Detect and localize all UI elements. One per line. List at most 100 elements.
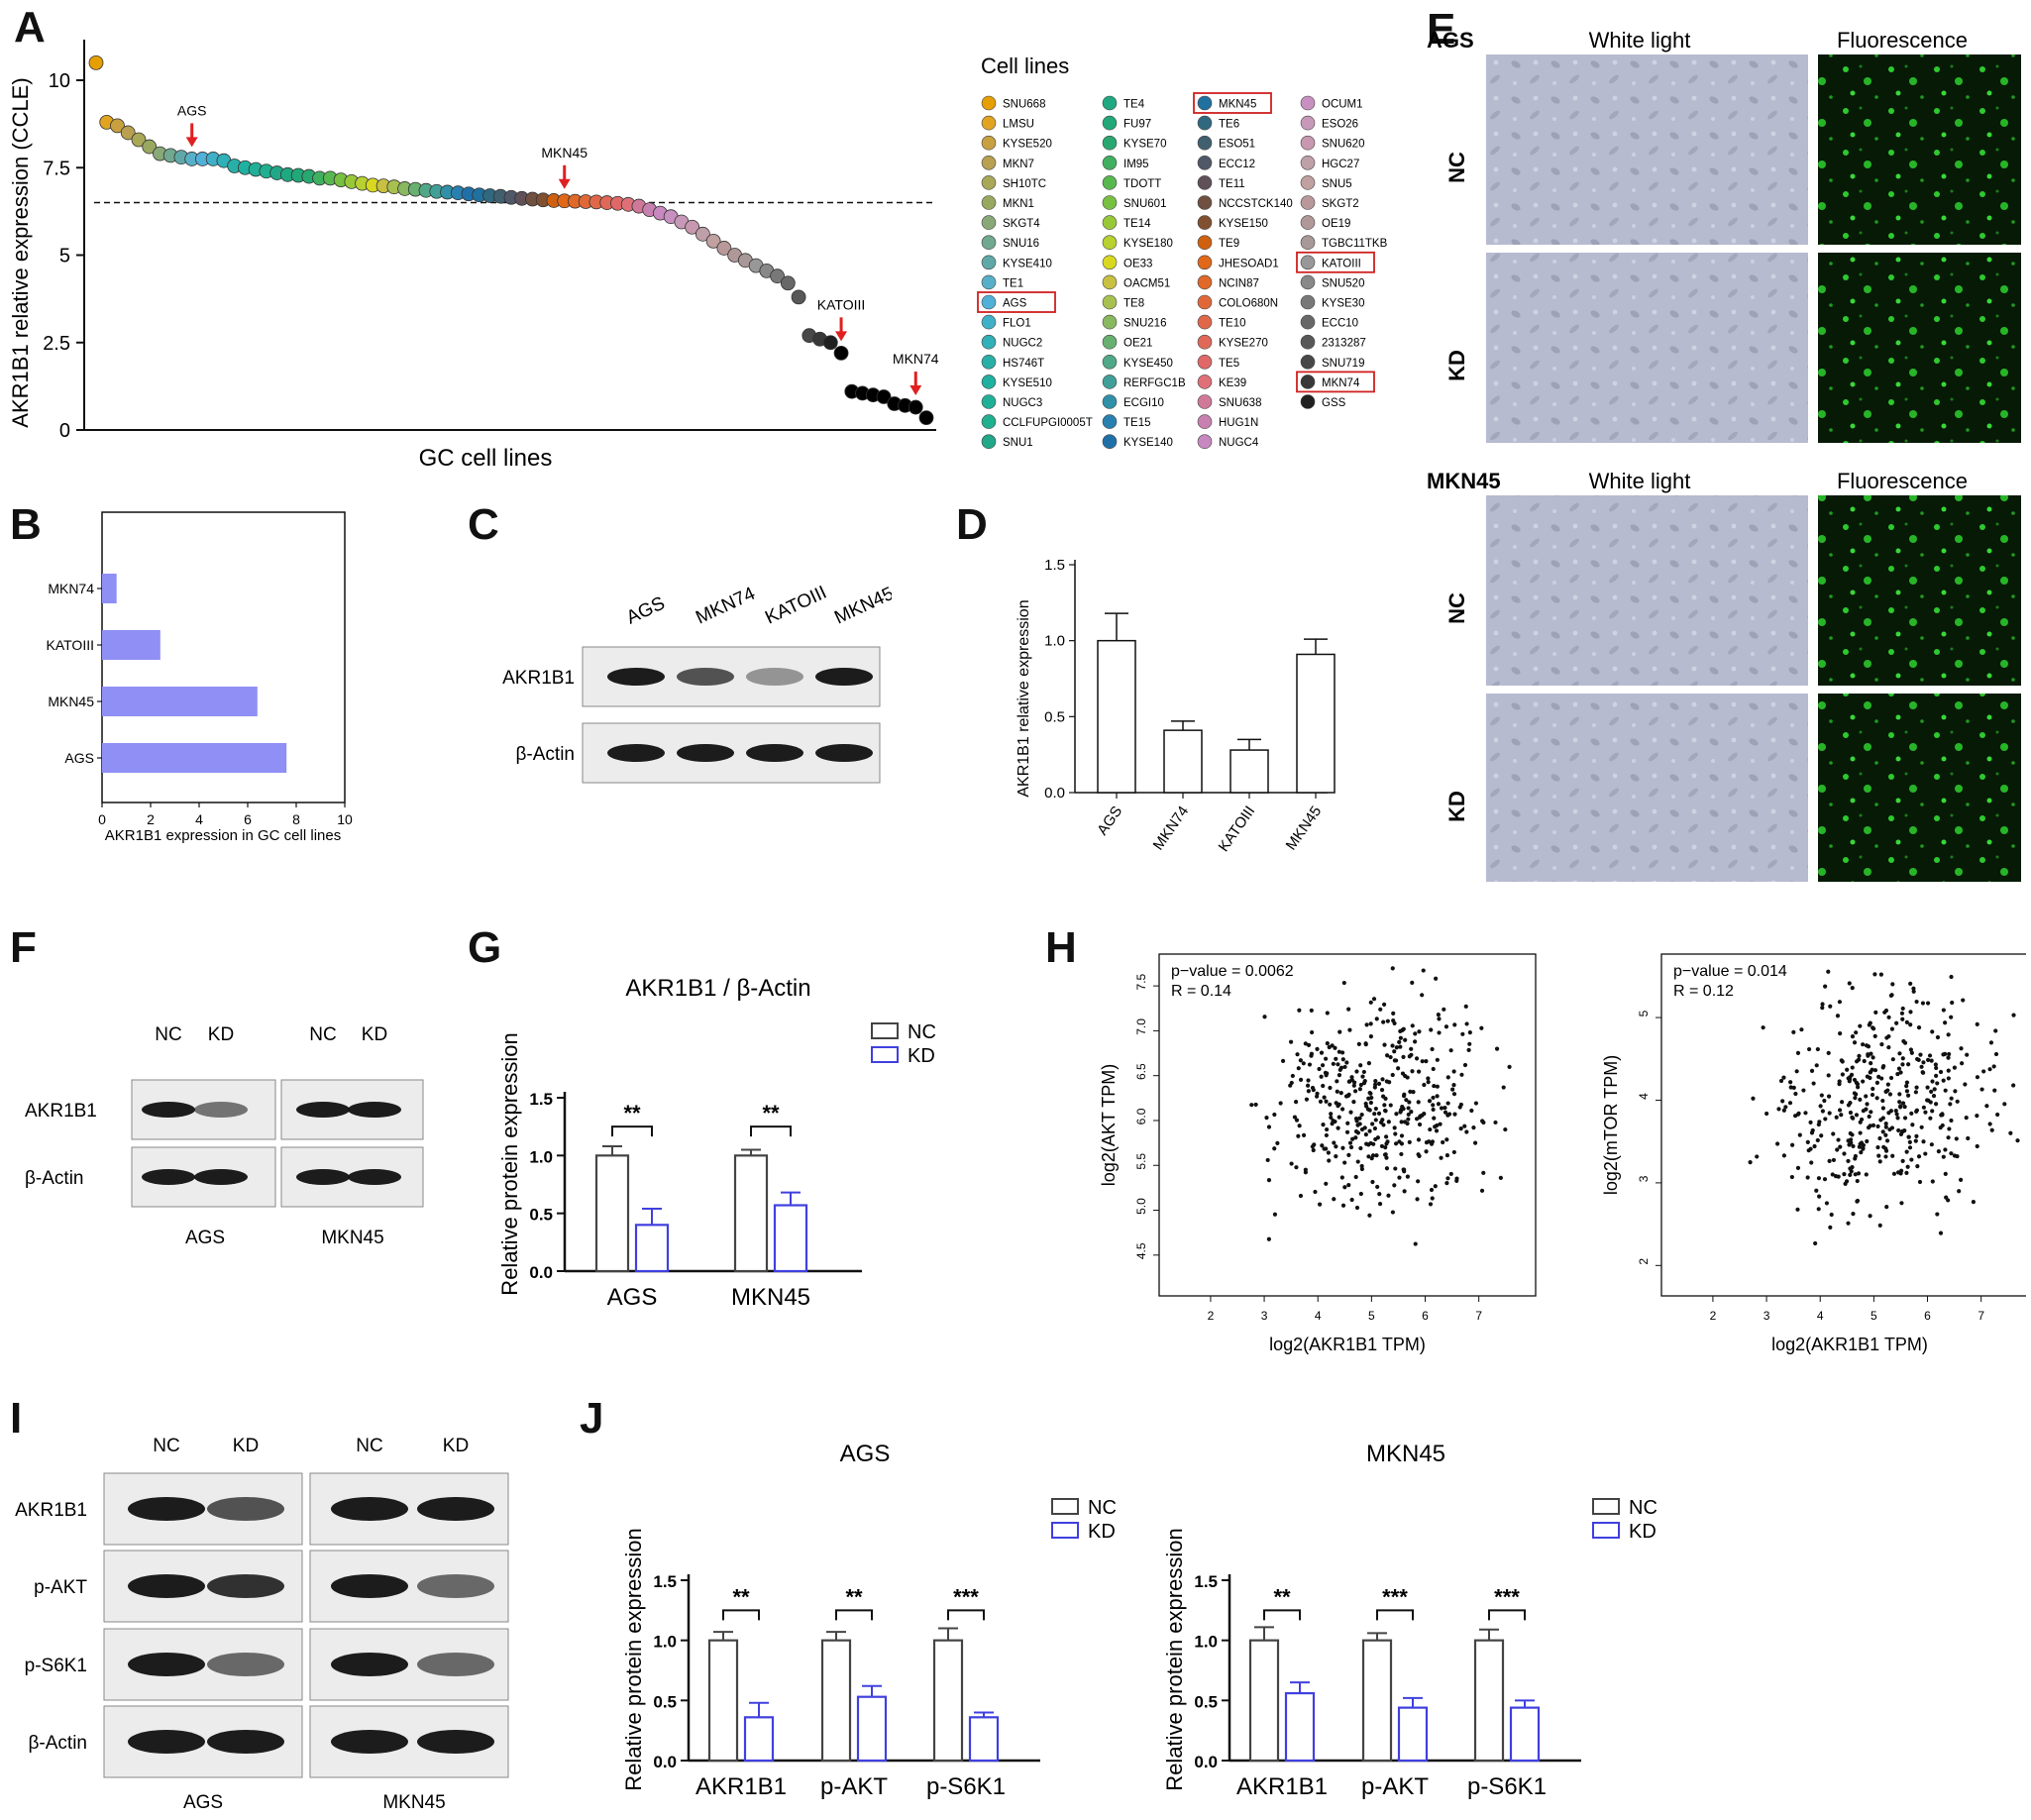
sig-label: ** [623, 1101, 641, 1125]
h-point [1943, 1051, 1948, 1056]
h-point [1884, 1035, 1889, 1040]
h-point [1984, 1104, 1989, 1109]
h-point [1379, 1088, 1385, 1093]
h-point [1935, 1034, 1941, 1040]
h-point [1349, 1197, 1354, 1203]
e-fluorescence-image [1818, 495, 2021, 686]
i-group-label: AGS [183, 1792, 223, 1813]
legend-swatch [1300, 334, 1316, 350]
h-point [1278, 1101, 1283, 1106]
blot-band [207, 1730, 284, 1754]
b-xtick-label: 8 [292, 811, 300, 827]
h-point [1913, 1090, 1918, 1095]
bar-category-label: AKR1B1 [695, 1773, 787, 1800]
h-point [1959, 1046, 1964, 1051]
legend-item-label: KE39 [1219, 377, 1246, 389]
h-point [1262, 1015, 1267, 1019]
legend-swatch [1051, 1498, 1079, 1515]
h-point [1366, 1061, 1371, 1066]
h-point [1988, 1040, 1994, 1045]
blot-band [142, 1169, 195, 1185]
h-point [1865, 1138, 1870, 1144]
h-point [1451, 1092, 1457, 1097]
bar-rect [1509, 1706, 1541, 1763]
h-point [1880, 1116, 1885, 1121]
legend-item-label: ECC10 [1322, 318, 1358, 330]
h-point [1939, 1113, 1944, 1118]
j-ylabel: Relative protein expression [621, 1528, 646, 1790]
h-point [1392, 1125, 1397, 1130]
legend-item-label: OE33 [1123, 258, 1152, 269]
h-point [1416, 1100, 1421, 1105]
a-point [695, 226, 710, 242]
h-point [1432, 1083, 1437, 1089]
panel-label-j: J [580, 1394, 604, 1443]
bar-ytick-label: 0.0 [1194, 1753, 1218, 1771]
h-point [1809, 1068, 1815, 1073]
legend-swatch [1300, 255, 1316, 270]
legend-swatch [1102, 235, 1118, 250]
h-xtick-label: 5 [1368, 1309, 1375, 1323]
h-point [1417, 1115, 1423, 1120]
h-point [1367, 1090, 1372, 1096]
a-ytick-label: 7.5 [43, 158, 70, 179]
panel-label-h: H [1045, 923, 1077, 972]
h-stat-p: p−value = 0.014 [1673, 963, 1787, 980]
h-point [1877, 1159, 1882, 1164]
b-xtick-label: 0 [98, 811, 106, 827]
h-point [1336, 1102, 1341, 1107]
h-point [1833, 1173, 1839, 1179]
h-point [1930, 1109, 1935, 1114]
h-point [1897, 1051, 1902, 1056]
h-point [1324, 1099, 1329, 1104]
h-point [1390, 1210, 1396, 1215]
legend-item-label: SKGT4 [1003, 218, 1040, 230]
legend-swatch [1102, 95, 1118, 111]
e-row-label: KD [1444, 791, 1469, 822]
h-point [1799, 1027, 1804, 1032]
h-point [1791, 1085, 1796, 1090]
h-point [1987, 1067, 1992, 1072]
bar-rect [594, 1154, 630, 1273]
a-arrow-label: MKN45 [541, 145, 588, 161]
h-point [1319, 1050, 1325, 1055]
legend-item-label: NUGC4 [1219, 437, 1259, 449]
h-point [1934, 1065, 1939, 1071]
h-point [1351, 1099, 1356, 1105]
legend-item-label: KATOIII [1322, 258, 1361, 269]
legend-swatch [1197, 156, 1213, 170]
h-point [1321, 1123, 1326, 1127]
h-point [1993, 1051, 1999, 1057]
sig-bracket [1488, 1609, 1526, 1621]
a-point [822, 335, 838, 351]
h-point [1995, 1112, 2000, 1118]
h-point [1298, 1077, 1304, 1082]
h-point [1358, 1145, 1363, 1151]
h-point [1822, 1177, 1828, 1182]
h-point [1413, 1241, 1418, 1246]
a-point [791, 289, 806, 305]
h-point [1871, 1026, 1876, 1031]
h-point [1351, 1083, 1356, 1088]
h-point [1434, 1128, 1440, 1133]
e-col-label: Fluorescence [1837, 469, 1968, 493]
legend-swatch [1051, 1522, 1079, 1539]
legend-swatch [981, 394, 997, 409]
h-point [1906, 1134, 1911, 1139]
h-point [1991, 1064, 1996, 1069]
h-point [1820, 1109, 1825, 1114]
h-point [1467, 1030, 1472, 1035]
h-point [1439, 1106, 1444, 1111]
h-point [1503, 1126, 1508, 1132]
h-point [1826, 1050, 1831, 1055]
h-point [1993, 1028, 1998, 1033]
h-point [1400, 1071, 1406, 1076]
h-point [1275, 1140, 1280, 1146]
h-point [1414, 1056, 1420, 1061]
h-point [1827, 1111, 1832, 1116]
bar-category-label: AGS [607, 1284, 658, 1311]
a-ytick-label: 10 [49, 70, 70, 92]
h-point [1971, 1199, 1977, 1205]
legend-label: KD [908, 1045, 935, 1067]
h-point [1856, 1085, 1861, 1090]
